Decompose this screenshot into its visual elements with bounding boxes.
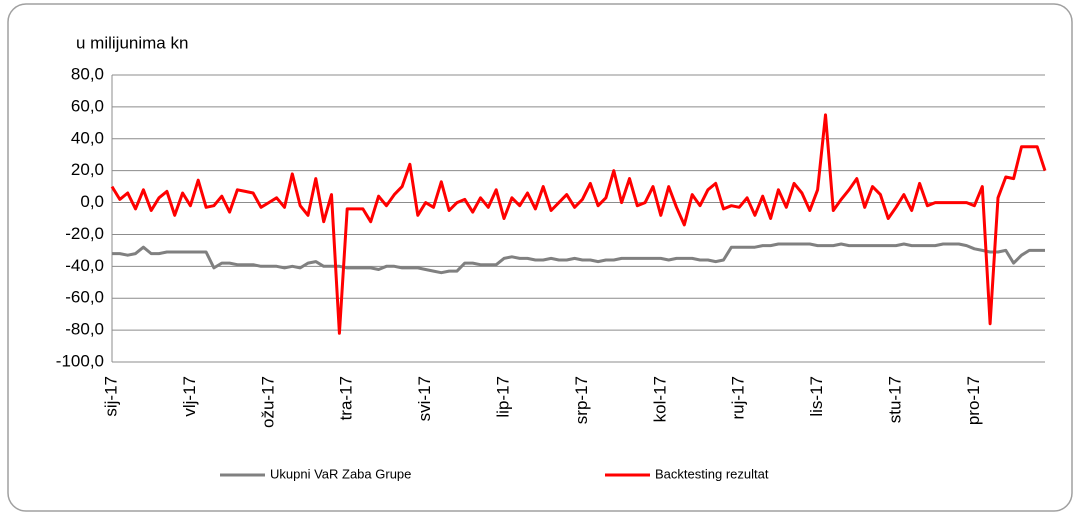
series-line	[110, 113, 1047, 335]
x-tick-label: lis-17	[807, 376, 826, 417]
y-tick-label: -100,0	[56, 351, 104, 370]
series-line	[112, 242, 1045, 275]
x-tick-label: ožu-17	[258, 376, 277, 428]
x-tick-label: sij-17	[101, 376, 120, 417]
x-tick-label: stu-17	[886, 376, 905, 423]
y-tick-label: 60,0	[71, 96, 104, 115]
y-tick-label: -20,0	[65, 224, 104, 243]
x-tick-label: kol-17	[650, 376, 669, 422]
legend-label: Ukupni VaR Zaba Grupe	[270, 466, 411, 481]
legend-label: Backtesting rezultat	[655, 466, 769, 481]
chart-frame	[7, 3, 1073, 512]
y-tick-label: -80,0	[65, 320, 104, 339]
x-tick-label: srp-17	[572, 376, 591, 424]
y-tick-label: 20,0	[71, 160, 104, 179]
y-tick-label: -60,0	[65, 288, 104, 307]
x-tick-label: svi-17	[415, 376, 434, 421]
y-tick-label: 80,0	[71, 64, 104, 83]
y-tick-label: 40,0	[71, 128, 104, 147]
x-tick-label: vlj-17	[180, 376, 199, 417]
x-tick-label: lip-17	[494, 376, 513, 418]
x-tick-label: pro-17	[964, 376, 983, 425]
y-tick-label: -40,0	[65, 256, 104, 275]
x-tick-label: tra-17	[337, 376, 356, 420]
unit-annotation: u milijunima kn	[76, 33, 188, 52]
y-tick-label: 0,0	[80, 192, 104, 211]
x-tick-label: ruj-17	[729, 376, 748, 419]
